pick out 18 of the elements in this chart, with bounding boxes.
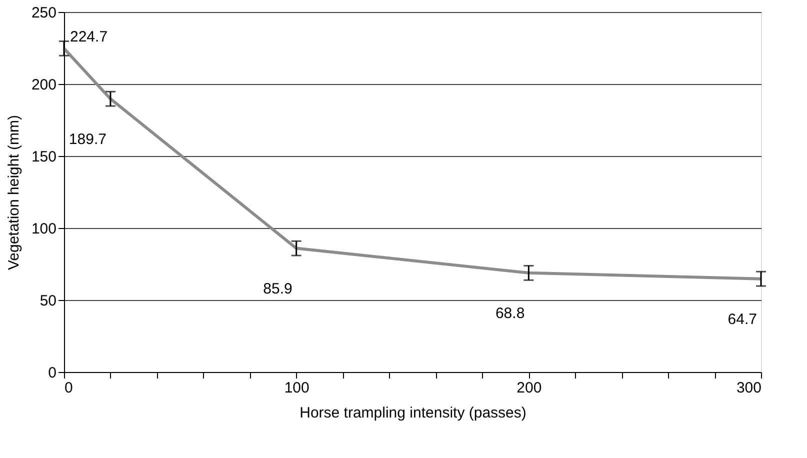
y-tick-label: 0 <box>48 364 56 382</box>
y-tick-label: 150 <box>31 148 56 166</box>
y-tick-label: 200 <box>31 76 56 94</box>
data-label: 189.7 <box>68 130 106 148</box>
line-series <box>62 46 762 280</box>
x-tick-label: 200 <box>516 380 542 396</box>
x-tick-label: 100 <box>284 380 310 396</box>
data-label: 68.8 <box>495 304 525 322</box>
x-tick-label: 0 <box>64 380 73 396</box>
data-label: 85.9 <box>263 280 292 298</box>
data-label: 224.7 <box>70 28 108 46</box>
x-axis-title: Horse trampling intensity (passes) <box>300 404 526 422</box>
y-tick-label: 250 <box>31 4 56 22</box>
y-axis-title: Vegetation height (mm) <box>5 114 22 270</box>
data-label: 64.7 <box>728 310 757 328</box>
x-tick-label: 300 <box>736 380 762 396</box>
y-tick-label: 100 <box>31 220 56 238</box>
y-tick-label: 50 <box>40 292 56 310</box>
